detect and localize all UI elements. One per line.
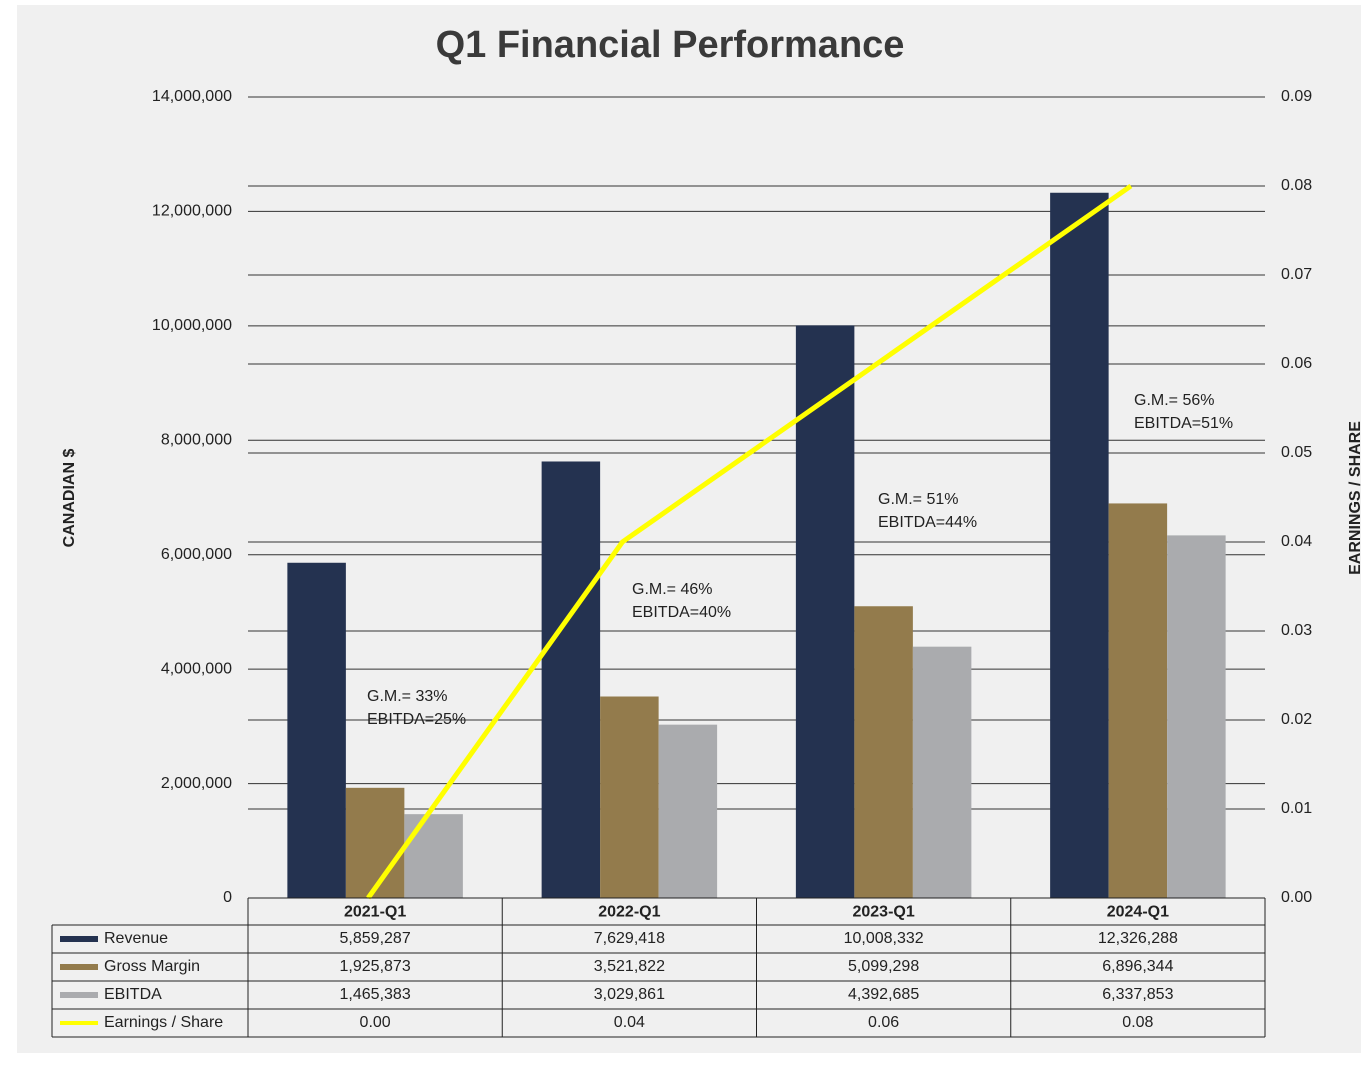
- bar: [658, 724, 718, 898]
- y2-axis-label: EARNINGS / SHARE: [1347, 421, 1361, 575]
- annotation: G.M.= 51%: [878, 491, 958, 508]
- table-value: 0.08: [1122, 1014, 1153, 1031]
- table-value: 3,029,861: [594, 986, 665, 1003]
- annotation: G.M.= 33%: [367, 688, 447, 705]
- table-value: 4,392,685: [848, 986, 919, 1003]
- legend-label: Earnings / Share: [104, 1014, 223, 1031]
- bar: [541, 461, 601, 898]
- table-value: 6,896,344: [1102, 958, 1173, 975]
- table-value: 7,629,418: [594, 930, 665, 947]
- table-value: 12,326,288: [1098, 930, 1178, 947]
- y2-tick-label: 0.04: [1281, 533, 1312, 550]
- y-tick-label: 4,000,000: [161, 660, 232, 677]
- y2-tick-label: 0.01: [1281, 800, 1312, 817]
- table-value: 6,337,853: [1102, 986, 1173, 1003]
- annotation: G.M.= 46%: [632, 581, 712, 598]
- y2-tick-label: 0.03: [1281, 622, 1312, 639]
- x-tick-label: 2022-Q1: [598, 904, 660, 921]
- bar: [404, 814, 463, 898]
- y2-tick-label: 0.02: [1281, 711, 1312, 728]
- y2-tick-label: 0.05: [1281, 444, 1312, 461]
- table-value: 0.00: [360, 1014, 391, 1031]
- x-tick-label: 2023-Q1: [852, 904, 914, 921]
- bar: [1108, 503, 1168, 898]
- table-value: 3,521,822: [594, 958, 665, 975]
- annotation: EBITDA=44%: [878, 514, 977, 531]
- annotation: G.M.= 56%: [1134, 392, 1214, 409]
- table-value: 5,099,298: [848, 958, 919, 975]
- annotation: EBITDA=40%: [632, 604, 731, 621]
- y-tick-label: 6,000,000: [161, 546, 232, 563]
- legend-label: EBITDA: [104, 986, 162, 1003]
- y-axis-label: CANADIAN $: [61, 449, 78, 548]
- y2-tick-label: 0.06: [1281, 355, 1312, 372]
- annotation: EBITDA=25%: [367, 711, 466, 728]
- y2-tick-label: 0.07: [1281, 266, 1312, 283]
- table-value: 1,465,383: [340, 986, 411, 1003]
- x-tick-label: 2021-Q1: [344, 904, 406, 921]
- bar: [795, 325, 855, 898]
- y2-tick-label: 0.00: [1281, 889, 1312, 906]
- bar: [1050, 192, 1109, 898]
- bar: [600, 696, 659, 898]
- table-value: 0.06: [868, 1014, 899, 1031]
- bar: [345, 787, 405, 898]
- legend-label: Gross Margin: [104, 958, 200, 975]
- bar: [287, 562, 346, 898]
- annotation: EBITDA=51%: [1134, 415, 1233, 432]
- bar: [854, 606, 913, 898]
- legend-label: Revenue: [104, 930, 168, 947]
- y-tick-label: 12,000,000: [152, 203, 232, 220]
- table-value: 10,008,332: [844, 930, 924, 947]
- bar: [1167, 535, 1226, 898]
- table-value: 1,925,873: [340, 958, 411, 975]
- table-value: 5,859,287: [340, 930, 411, 947]
- y2-tick-label: 0.08: [1281, 177, 1312, 194]
- y-tick-label: 0: [223, 889, 232, 906]
- bar: [912, 646, 972, 898]
- y-tick-label: 2,000,000: [161, 775, 232, 792]
- y-tick-label: 10,000,000: [152, 317, 232, 334]
- table-value: 0.04: [614, 1014, 645, 1031]
- chart-title: Q1 Financial Performance: [436, 24, 905, 66]
- x-tick-label: 2024-Q1: [1107, 904, 1169, 921]
- y-tick-label: 8,000,000: [161, 432, 232, 449]
- y-tick-label: 14,000,000: [152, 88, 232, 105]
- eps-line: [366, 183, 1133, 900]
- y2-tick-label: 0.09: [1281, 88, 1312, 105]
